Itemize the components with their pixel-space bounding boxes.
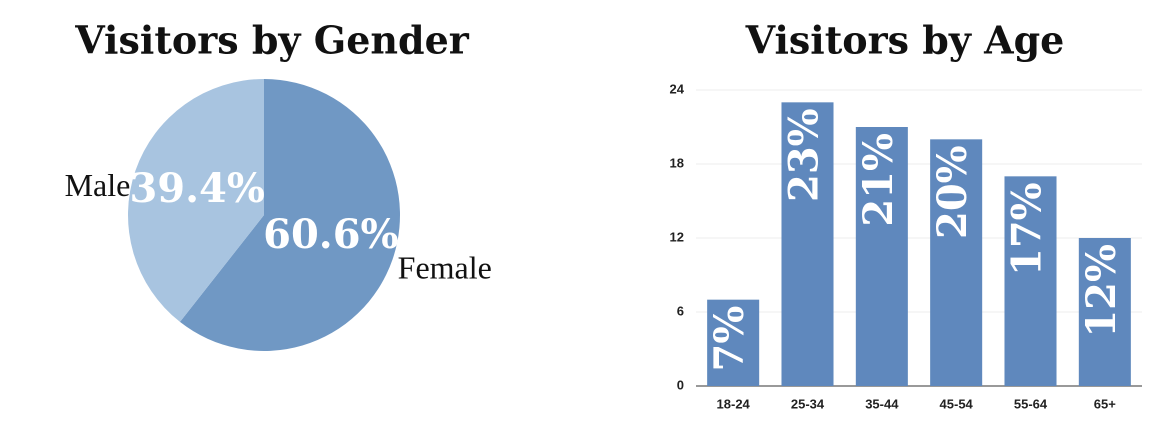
y-tick-label: 6 [677, 303, 684, 318]
chart-title: Visitors by Age [745, 18, 1065, 63]
value-label: 12% [1078, 244, 1125, 338]
pie-slice [179, 79, 400, 351]
bar [707, 299, 760, 386]
bar [930, 139, 983, 386]
bar [1004, 176, 1057, 386]
x-tick-label: 18-24 [717, 396, 751, 411]
x-tick-label: 35-44 [865, 396, 899, 411]
x-tick-label: 55-64 [1014, 396, 1048, 411]
value-label: 20% [929, 145, 976, 239]
value-label: 17% [1004, 182, 1051, 276]
y-tick-label: 12 [670, 229, 684, 244]
x-tick-label: 25-34 [791, 396, 825, 411]
legend-label: Male [65, 167, 131, 203]
chart-title: Visitors by Gender [74, 18, 470, 63]
y-tick-label: 18 [670, 155, 684, 170]
value-label: 39.4% [129, 165, 264, 212]
x-tick-label: 65+ [1094, 396, 1116, 411]
legend-label: Female [398, 250, 492, 286]
value-label: 7% [706, 306, 753, 372]
y-tick-label: 0 [677, 377, 684, 392]
bar [1078, 238, 1131, 386]
bar [855, 127, 908, 386]
value-label: 23% [781, 108, 828, 202]
x-tick-label: 45-54 [940, 396, 974, 411]
value-label: 21% [855, 133, 902, 227]
pie-slice [127, 78, 264, 322]
y-tick-label: 24 [670, 81, 685, 96]
value-label: 60.6% [263, 211, 398, 258]
bar [781, 102, 834, 386]
